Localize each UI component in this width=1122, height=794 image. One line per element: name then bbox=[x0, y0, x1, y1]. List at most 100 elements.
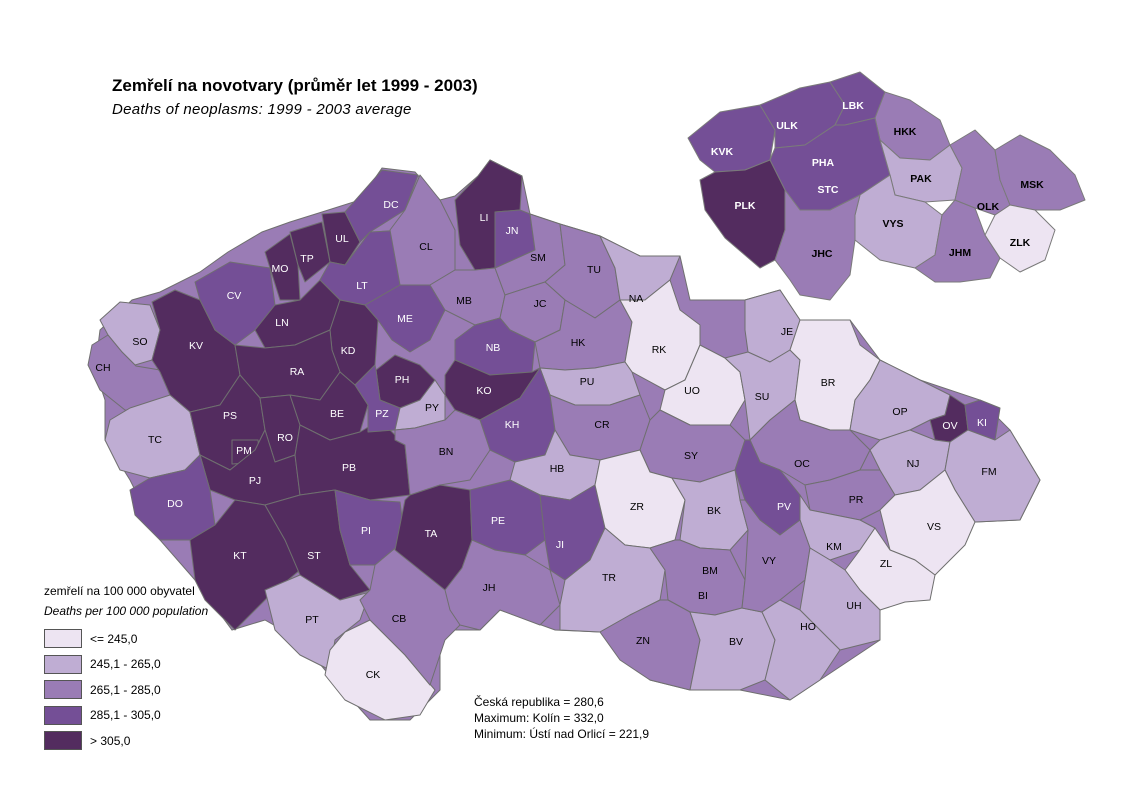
district-label-zr: ZR bbox=[630, 501, 644, 513]
district-label-bn: BN bbox=[439, 446, 454, 458]
district-label-cb: CB bbox=[392, 613, 407, 625]
region-label-ulk: ULK bbox=[776, 120, 798, 132]
map-title: Zemřelí na novotvary (průměr let 1999 - … bbox=[112, 76, 478, 95]
district-label-cr: CR bbox=[594, 419, 610, 431]
district-label-me: ME bbox=[397, 313, 413, 325]
legend-row: > 305,0 bbox=[44, 728, 208, 754]
district-label-sy: SY bbox=[684, 450, 698, 462]
district-label-ra: RA bbox=[290, 366, 305, 378]
district-label-pj: PJ bbox=[249, 475, 261, 487]
legend-rows: <= 245,0 245,1 - 265,0 265,1 - 285,0 285,1 … bbox=[44, 626, 208, 754]
region-label-olk: OLK bbox=[977, 201, 1000, 213]
map-subtitle: Deaths of neoplasms: 1999 - 2003 average bbox=[112, 101, 412, 118]
region-kvk bbox=[687, 104, 776, 173]
district-label-hk: HK bbox=[571, 337, 586, 349]
district-label-mb: MB bbox=[456, 295, 472, 307]
district-label-pe: PE bbox=[491, 515, 505, 527]
district-label-cl: CL bbox=[419, 241, 433, 253]
district-label-be: BE bbox=[330, 408, 344, 420]
legend-label: 285,1 - 305,0 bbox=[90, 708, 161, 723]
district-ki bbox=[964, 399, 1001, 441]
district-bn bbox=[394, 409, 491, 496]
district-label-na: NA bbox=[629, 293, 644, 305]
district-do bbox=[129, 454, 216, 541]
district-label-fm: FM bbox=[981, 466, 996, 478]
region-label-vys: VYS bbox=[882, 218, 903, 230]
district-label-jh: JH bbox=[483, 582, 496, 594]
region-label-kvk: KVK bbox=[711, 146, 734, 158]
district-label-ta: TA bbox=[425, 528, 438, 540]
district-label-pm: PM bbox=[236, 445, 252, 457]
district-label-pb: PB bbox=[342, 462, 356, 474]
district-label-so: SO bbox=[132, 336, 147, 348]
summary-stats: Česká republika = 280,6 Maximum: Kolín =… bbox=[474, 694, 649, 742]
region-label-plk: PLK bbox=[735, 200, 756, 212]
legend-label: 265,1 - 285,0 bbox=[90, 682, 161, 697]
district-label-vs: VS bbox=[927, 521, 941, 533]
district-label-jc: JC bbox=[534, 298, 547, 310]
region-label-pak: PAK bbox=[910, 173, 932, 185]
district-label-bm: BM bbox=[702, 565, 718, 577]
region-zlk bbox=[984, 204, 1056, 273]
district-label-kt: KT bbox=[233, 550, 247, 562]
district-label-bi: BI bbox=[698, 590, 708, 602]
region-jhc bbox=[774, 189, 861, 301]
legend-row: 245,1 - 265,0 bbox=[44, 652, 208, 678]
legend-swatch bbox=[44, 731, 82, 751]
legend-label: <= 245,0 bbox=[90, 631, 138, 646]
legend-title: zemřelí na 100 000 obyvatel bbox=[44, 584, 195, 598]
legend-swatch bbox=[44, 680, 82, 700]
district-label-tr: TR bbox=[602, 572, 616, 584]
district-pt bbox=[264, 574, 371, 671]
district-label-kh: KH bbox=[505, 419, 520, 431]
district-label-km: KM bbox=[826, 541, 842, 553]
district-label-zn: ZN bbox=[636, 635, 650, 647]
stat-minimum: Minimum: Ústí nad Orlicí = 221,9 bbox=[474, 727, 650, 741]
district-label-oc: OC bbox=[794, 458, 810, 470]
district-label-ln: LN bbox=[275, 317, 288, 329]
region-label-jhm: JHM bbox=[949, 247, 971, 259]
region-label-jhc: JHC bbox=[811, 248, 832, 260]
district-label-uh: UH bbox=[846, 600, 861, 612]
district-label-ul: UL bbox=[335, 233, 349, 245]
district-label-pt: PT bbox=[305, 614, 319, 626]
district-label-ov: OV bbox=[942, 420, 957, 432]
district-label-je: JE bbox=[781, 326, 793, 338]
legend-swatch bbox=[44, 629, 82, 649]
region-label-msk: MSK bbox=[1020, 179, 1044, 191]
region-label-hkk: HKK bbox=[894, 126, 917, 138]
district-label-tp: TP bbox=[300, 253, 313, 265]
district-label-br: BR bbox=[821, 377, 836, 389]
region-plk bbox=[699, 159, 786, 269]
district-label-tu: TU bbox=[587, 264, 601, 276]
district-label-rk: RK bbox=[652, 344, 667, 356]
district-label-kv: KV bbox=[189, 340, 203, 352]
district-label-su: SU bbox=[755, 391, 770, 403]
district-label-st: ST bbox=[307, 550, 321, 562]
legend-row: 265,1 - 285,0 bbox=[44, 677, 208, 703]
district-label-lt: LT bbox=[356, 280, 368, 292]
district-label-hb: HB bbox=[550, 463, 565, 475]
district-label-pz: PZ bbox=[375, 408, 389, 420]
district-label-sm: SM bbox=[530, 252, 546, 264]
district-bv bbox=[689, 607, 776, 691]
legend-label: > 305,0 bbox=[90, 733, 131, 748]
district-label-pi: PI bbox=[361, 525, 371, 537]
legend-subtitle: Deaths per 100 000 population bbox=[44, 604, 209, 618]
district-label-ko: KO bbox=[476, 385, 491, 397]
district-label-do: DO bbox=[167, 498, 183, 510]
district-label-zl: ZL bbox=[880, 558, 892, 570]
district-label-li: LI bbox=[480, 212, 489, 224]
district-label-cv: CV bbox=[227, 290, 242, 302]
district-label-kd: KD bbox=[341, 345, 356, 357]
region-label-zlk: ZLK bbox=[1010, 237, 1031, 249]
district-label-op: OP bbox=[892, 406, 907, 418]
district-label-nb: NB bbox=[486, 342, 501, 354]
legend-row: 285,1 - 305,0 bbox=[44, 703, 208, 729]
district-label-ps: PS bbox=[223, 410, 237, 422]
region-label-stc: STC bbox=[818, 184, 839, 196]
legend: zemřelí na 100 000 obyvatel Deaths per 1… bbox=[44, 584, 208, 754]
stat-national: Česká republika = 280,6 bbox=[474, 695, 604, 709]
district-label-tc: TC bbox=[148, 434, 162, 446]
